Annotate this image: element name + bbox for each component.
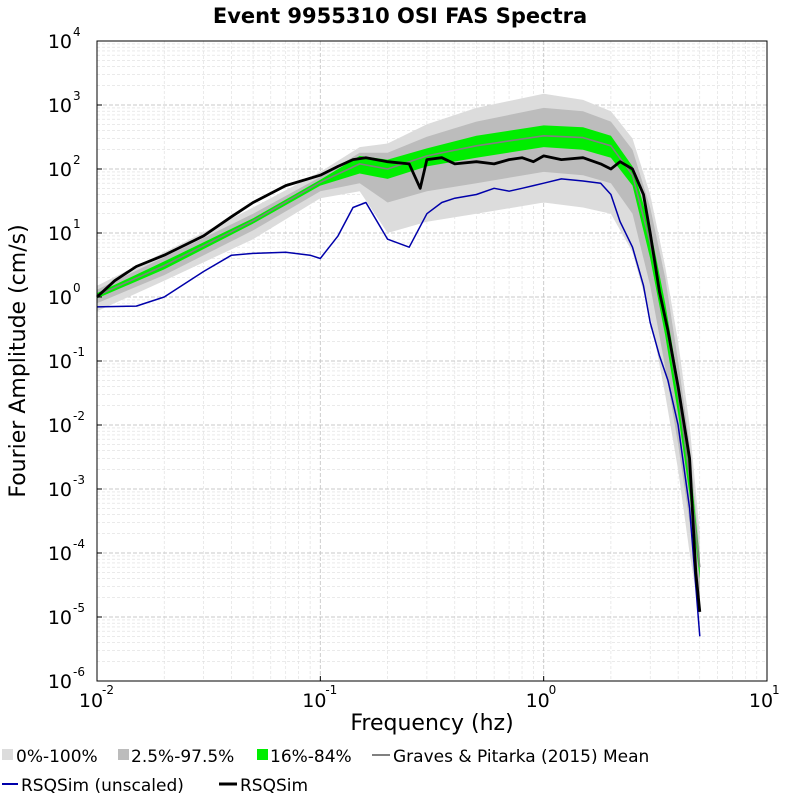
y-tick-exponent: -4: [73, 537, 85, 551]
y-tick-label: 10: [48, 415, 72, 437]
x-tick-label: 10: [526, 690, 550, 712]
y-tick-label: 10: [48, 95, 72, 117]
legend-label-graves-pitarka: Graves & Pitarka (2015) Mean: [393, 747, 649, 767]
y-tick-exponent: 3: [73, 89, 81, 103]
y-tick-label: 10: [48, 287, 72, 309]
legend-label-rsqsim-unscaled: RSQSim (unscaled): [21, 776, 184, 796]
y-tick-label: 10: [48, 351, 72, 373]
y-tick-label: 10: [48, 671, 72, 693]
y-tick-label: 10: [48, 479, 72, 501]
x-tick-label: 10: [749, 690, 773, 712]
y-tick-exponent: 2: [73, 153, 81, 167]
x-tick-exponent: -1: [325, 683, 337, 697]
x-tick-exponent: -2: [102, 683, 114, 697]
legend-swatch-band-2-5-97-5: [118, 749, 129, 760]
x-tick-label: 10: [302, 690, 326, 712]
chart-title: Event 9955310 OSI FAS Spectra: [213, 4, 587, 28]
y-tick-label: 10: [48, 159, 72, 181]
y-tick-exponent: 1: [73, 217, 81, 231]
legend-swatch-band-0-100: [2, 749, 13, 760]
y-tick-exponent: 0: [73, 281, 81, 295]
legend-label-band-16-84: 16%-84%: [270, 747, 352, 767]
y-tick-label: 10: [48, 543, 72, 565]
y-tick-exponent: -2: [73, 409, 85, 423]
y-tick-exponent: -5: [73, 601, 85, 615]
series-line-2: [96, 154, 702, 613]
y-tick-exponent: -3: [73, 473, 85, 487]
series-lines: [96, 135, 702, 637]
y-tick-label: 10: [48, 223, 72, 245]
legend-label-band-0-100: 0%-100%: [16, 747, 98, 767]
x-axis-label: Frequency (hz): [350, 711, 513, 736]
x-tick-exponent: 0: [549, 683, 557, 697]
legend: 0%-100% 2.5%-97.5% 16%-84% Graves & Pita…: [2, 747, 649, 796]
legend-label-rsqsim: RSQSim: [240, 776, 308, 796]
y-tick-label: 10: [48, 31, 72, 53]
x-tick-exponent: 1: [772, 683, 780, 697]
band-1: [97, 107, 700, 598]
legend-label-band-2-5-97-5: 2.5%-97.5%: [131, 747, 234, 767]
y-tick-exponent: 4: [73, 25, 81, 39]
y-tick-label: 10: [48, 607, 72, 629]
y-tick-exponent: -6: [73, 665, 85, 679]
legend-swatch-band-16-84: [257, 749, 268, 760]
x-axis-ticks: 10-2 10-1 100 101: [79, 676, 780, 712]
x-tick-label: 10: [79, 690, 103, 712]
series-line-1: [96, 178, 701, 637]
y-axis-label: Fourier Amplitude (cm/s): [6, 224, 31, 497]
y-tick-exponent: -1: [73, 345, 85, 359]
percentile-bands: [97, 93, 700, 617]
